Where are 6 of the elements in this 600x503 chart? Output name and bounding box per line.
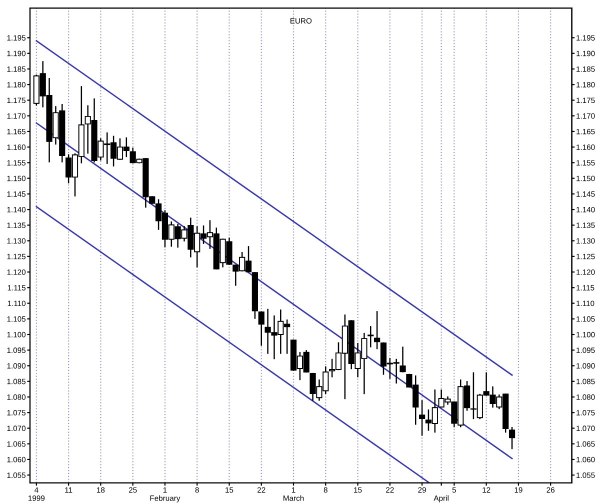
candlestick — [418, 400, 426, 436]
candlestick — [400, 346, 406, 372]
candlestick — [368, 326, 374, 348]
candlestick — [374, 311, 380, 350]
candlestick — [258, 311, 264, 346]
candlestick — [508, 426, 516, 450]
